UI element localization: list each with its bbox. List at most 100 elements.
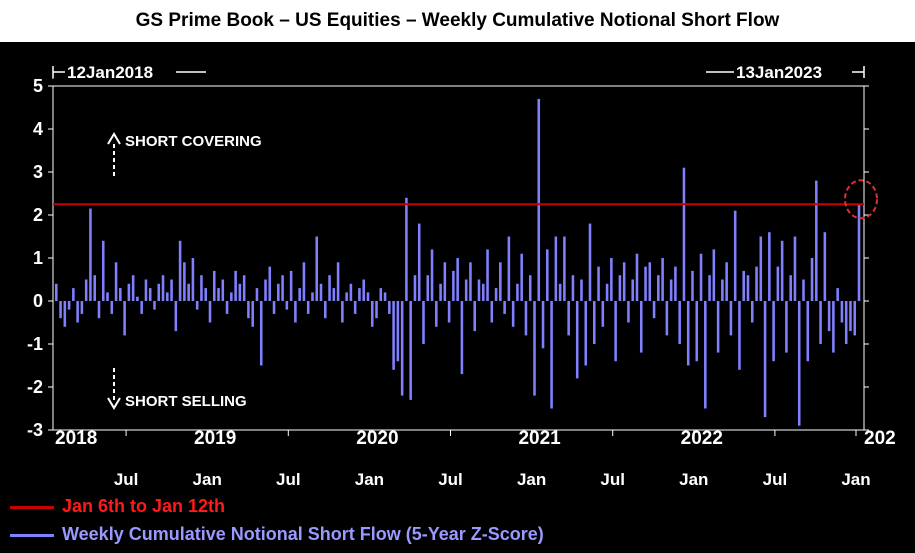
arrow-down-head [107, 397, 121, 410]
bar [823, 232, 827, 301]
bar [499, 262, 502, 301]
bar [409, 301, 412, 400]
bar [537, 98, 541, 302]
bar [712, 249, 716, 301]
x-month-label: Jan [355, 470, 384, 489]
bar [772, 301, 775, 362]
bar [379, 288, 383, 301]
bar [289, 270, 293, 301]
bar [353, 301, 357, 314]
bar [110, 301, 114, 314]
bar [554, 236, 558, 301]
bar [768, 232, 771, 301]
bar [208, 301, 212, 323]
legend-series: Weekly Cumulative Notional Short Flow (5… [10, 524, 544, 545]
bar [204, 288, 207, 301]
annotation-short-covering: SHORT COVERING [125, 133, 262, 150]
bar [392, 301, 395, 370]
bar [815, 180, 818, 301]
bar [298, 288, 301, 301]
bar [733, 210, 737, 301]
bar [832, 301, 835, 353]
bar [580, 279, 583, 301]
bar [422, 301, 425, 344]
bar [520, 253, 523, 301]
bar [810, 258, 814, 301]
bar [400, 301, 404, 396]
x-month-label: Jul [600, 470, 625, 489]
bar [119, 288, 122, 301]
bar [776, 266, 780, 301]
bar [588, 223, 592, 301]
bar [678, 301, 681, 344]
bar [571, 275, 575, 301]
bar [704, 301, 707, 409]
bar [746, 275, 750, 301]
bar [131, 275, 135, 301]
legend-reference-label: Jan 6th to Jan 12th [62, 496, 226, 516]
bar [793, 236, 797, 301]
x-month-label: Jul [114, 470, 139, 489]
bar [345, 292, 348, 301]
bar [294, 301, 297, 323]
bar [319, 283, 323, 301]
bar [721, 279, 724, 301]
bar [80, 301, 84, 314]
bar [148, 288, 152, 301]
bar [430, 249, 434, 301]
bar [447, 301, 451, 323]
bar [716, 301, 720, 353]
bar [652, 301, 656, 319]
bar [631, 279, 634, 301]
x-month-label: Jan [841, 470, 870, 489]
bar [494, 288, 498, 301]
bar [477, 279, 481, 301]
bar [639, 301, 643, 353]
bar [563, 236, 566, 301]
bar [191, 258, 195, 301]
title-bar [0, 0, 915, 42]
bar [405, 197, 408, 301]
y-tick-label: 1 [33, 248, 43, 268]
bar [311, 292, 314, 301]
bar [370, 301, 374, 327]
bar [849, 301, 852, 332]
bar [601, 301, 605, 327]
y-tick-label: -1 [27, 334, 43, 354]
bar [452, 270, 455, 301]
bar [439, 283, 442, 301]
bar [546, 249, 549, 301]
x-month-label: Jan [679, 470, 708, 489]
bar [187, 283, 190, 301]
bar [170, 279, 173, 301]
y-tick-label: -3 [27, 420, 43, 440]
bar [247, 301, 250, 319]
bar [89, 208, 92, 301]
bar [618, 275, 622, 301]
bar [827, 301, 831, 332]
bar [136, 296, 139, 301]
bar [819, 301, 822, 344]
bar [217, 288, 220, 301]
bar [742, 270, 745, 301]
bar [550, 301, 553, 409]
arrow-up-head [107, 132, 121, 145]
bar [605, 283, 609, 301]
bar [516, 283, 519, 301]
bar [93, 275, 96, 301]
bar [593, 301, 596, 344]
bar [665, 301, 669, 336]
bar [857, 204, 861, 301]
bar [789, 275, 792, 301]
bar [750, 301, 754, 323]
bar [644, 266, 647, 301]
bar [341, 301, 344, 323]
bar [507, 236, 511, 301]
bar [183, 262, 186, 301]
bar [242, 275, 246, 301]
bar [234, 270, 237, 301]
bar [97, 301, 101, 319]
bar [336, 262, 340, 301]
bar [212, 270, 216, 301]
bar [413, 275, 417, 301]
